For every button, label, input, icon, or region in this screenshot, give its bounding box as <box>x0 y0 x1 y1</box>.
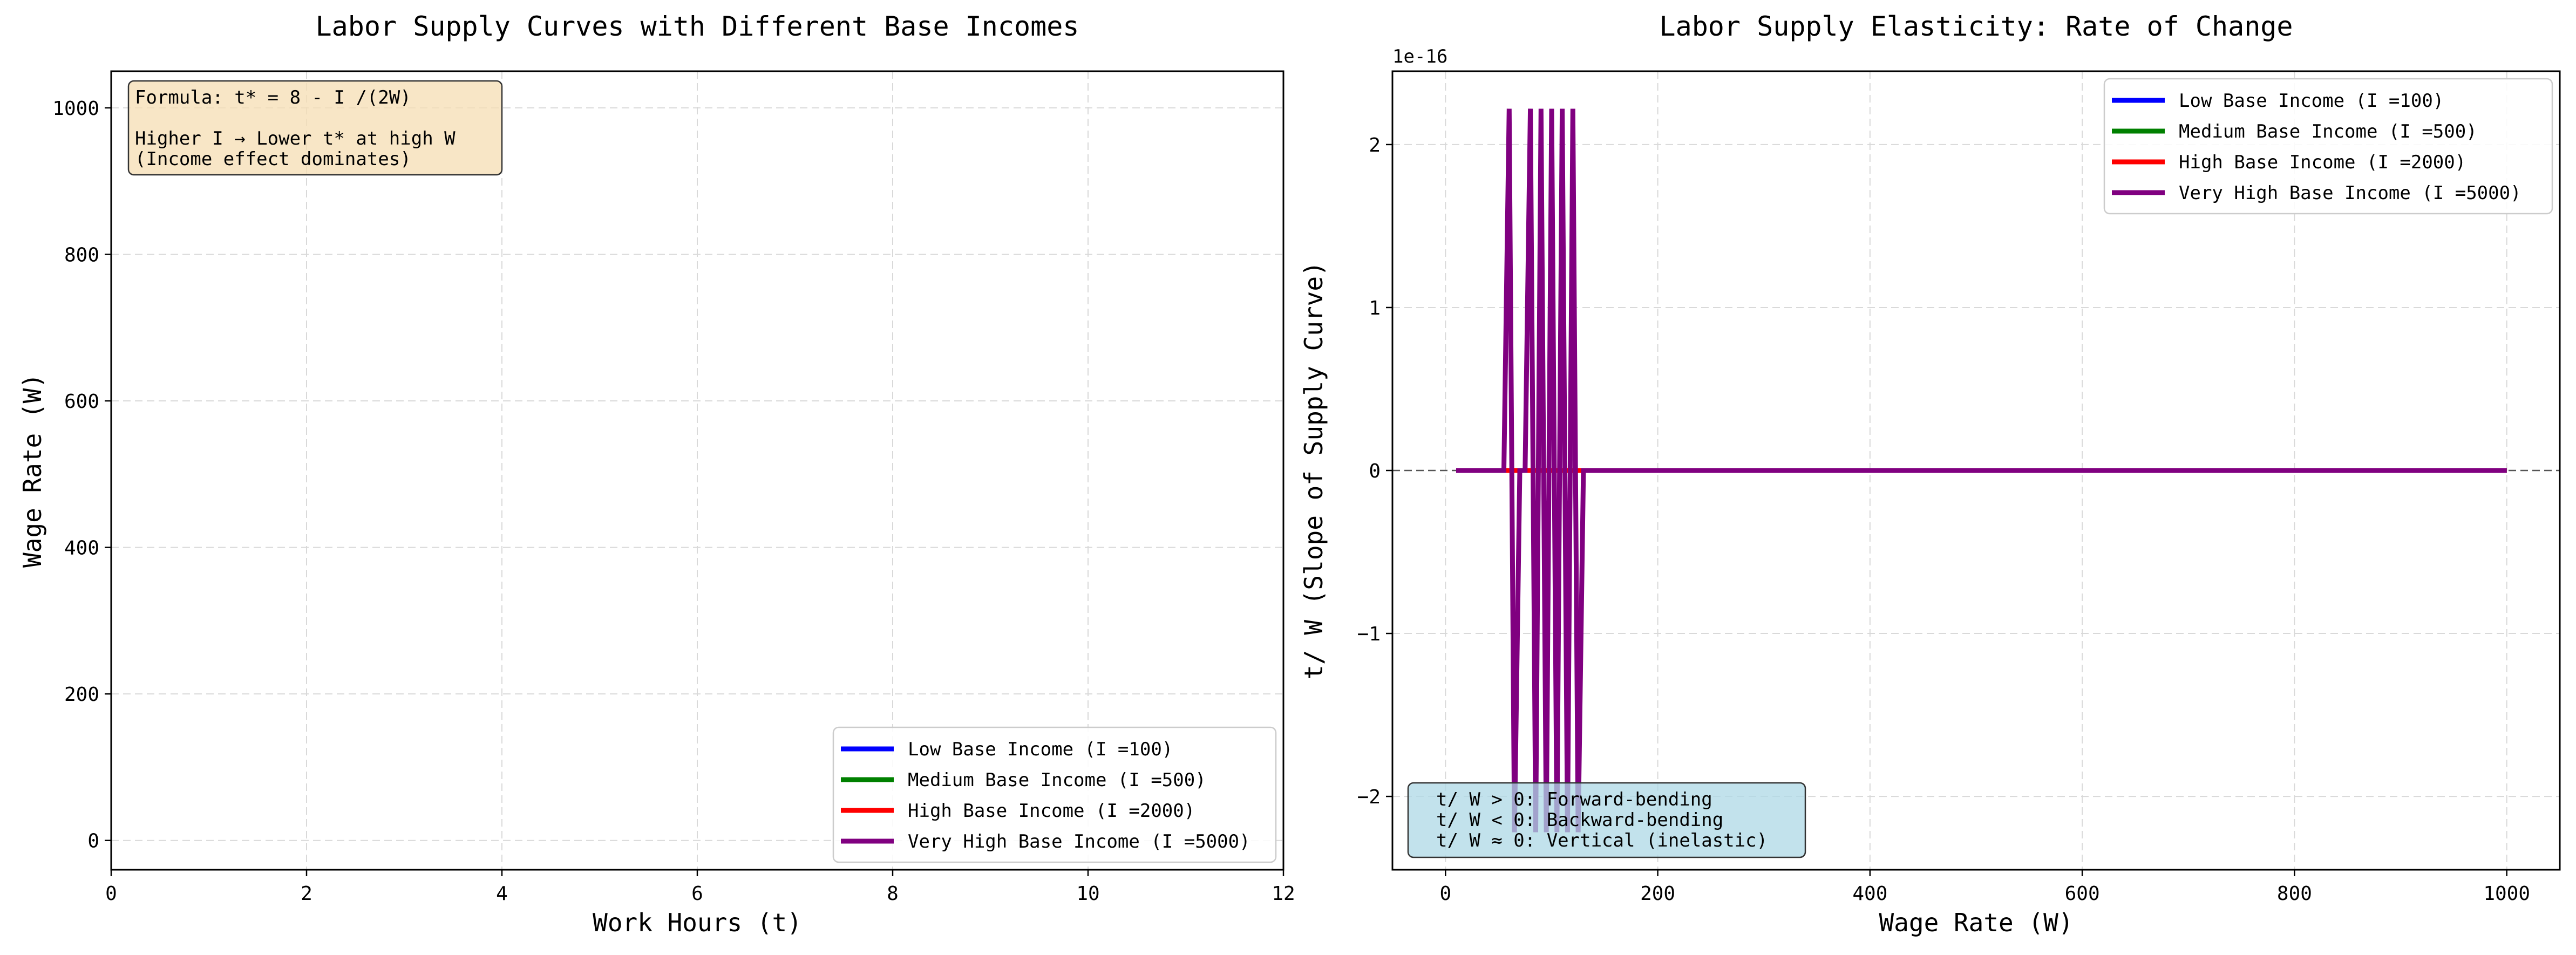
x-tick-label: 0 <box>105 883 117 905</box>
chart-title: Labor Supply Curves with Different Base … <box>316 11 1079 42</box>
note-line: t/ W < 0: Backward-bending <box>1436 809 1723 831</box>
x-tick-label: 800 <box>2277 883 2312 905</box>
x-axis-label: Wage Rate (W) <box>1879 908 2073 937</box>
legend-label-1: Medium Base Income (I =500) <box>2179 121 2477 142</box>
legend-box <box>2103 78 2553 215</box>
x-tick-label: 600 <box>2065 883 2100 905</box>
note-box <box>127 80 503 176</box>
x-axis-label: Work Hours (t) <box>593 908 802 937</box>
supply-curves-panel: 0 2 4 6 8 10 12 0 200 400 600 800 1000 Labor Supply C… <box>18 11 1295 937</box>
y-tick-label: 400 <box>64 537 99 560</box>
y-axis-label: Wage Rate (W) <box>18 373 47 568</box>
x-tick-label: 10 <box>1076 883 1099 905</box>
x-tick-label: 2 <box>301 883 312 905</box>
legend-label-2: High Base Income (I =2000) <box>908 800 1195 822</box>
x-tick-label: 8 <box>887 883 899 905</box>
legend-label-3: Very High Base Income (I =5000) <box>2179 182 2521 204</box>
y-tick-label: 600 <box>64 391 99 413</box>
note-box <box>1407 782 1806 858</box>
x-tick-label: 1000 <box>2483 883 2530 905</box>
y-tick-label: 0 <box>87 830 99 852</box>
note-line: Formula: t* = 8 - I /(2W) <box>135 87 411 108</box>
y-tick-label: 0 <box>1369 460 1381 482</box>
axis-offset-label: 1e-16 <box>1392 46 1447 67</box>
chart-title: Labor Supply Elasticity: Rate of Change <box>1660 11 2293 42</box>
x-tick-label: 4 <box>496 883 508 905</box>
note-line: t/ W ≈ 0: Vertical (inelastic) <box>1436 830 1768 851</box>
legend-label-0: Low Base Income (I =100) <box>908 739 1173 760</box>
legend-box <box>832 726 1277 863</box>
legend-label-0: Low Base Income (I =100) <box>2179 90 2444 112</box>
x-tick-label: 0 <box>1439 883 1451 905</box>
elasticity-panel: 0 200 400 600 800 1000 −2 −1 0 1 2 1e-16 Labor Suppl… <box>1299 11 2561 937</box>
series-line-3 <box>1456 108 2507 833</box>
y-axis-label: t/ W (Slope of Supply Curve) <box>1299 261 1328 679</box>
legend-label-3: Very High Base Income (I =5000) <box>908 831 1250 852</box>
y-tick-label: 1000 <box>52 98 99 120</box>
note-line: t/ W > 0: Forward-bending <box>1436 789 1712 810</box>
x-tick-label: 12 <box>1272 883 1295 905</box>
x-tick-label: 400 <box>1852 883 1887 905</box>
y-tick-label: 2 <box>1369 134 1381 156</box>
y-tick-label: −2 <box>1357 786 1381 808</box>
legend-label-1: Medium Base Income (I =500) <box>908 769 1206 791</box>
note-line: Higher I → Lower t* at high W <box>135 128 456 149</box>
x-tick-label: 200 <box>1640 883 1675 905</box>
note-line: (Income effect dominates) <box>135 148 411 170</box>
legend-label-2: High Base Income (I =2000) <box>2179 152 2466 173</box>
x-tick-label: 6 <box>691 883 703 905</box>
y-tick-label: 200 <box>64 684 99 706</box>
y-tick-label: 1 <box>1369 297 1381 319</box>
y-tick-label: −1 <box>1357 623 1381 645</box>
y-tick-label: 800 <box>64 244 99 266</box>
